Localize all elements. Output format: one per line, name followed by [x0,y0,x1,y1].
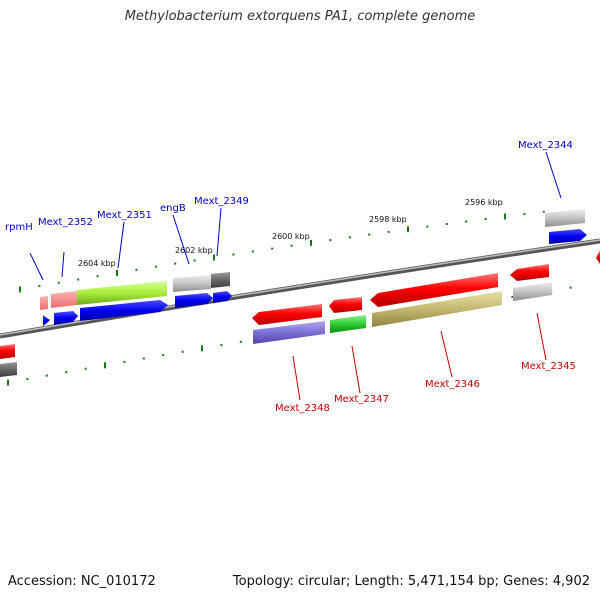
gene-feature[interactable] [51,291,77,308]
gene-label-Mext_2345[interactable]: Mext_2345 [521,361,576,372]
tick-mark [368,233,371,236]
gene-feature[interactable] [330,315,366,333]
gene-feature[interactable] [513,282,552,301]
gene-label-Mext_2347[interactable]: Mext_2347 [334,394,389,405]
gene-feature[interactable] [173,275,211,292]
genome-backbone [0,238,600,339]
map-title: Methylobacterium extorquens PA1, complet… [124,9,476,24]
gene-feature[interactable] [80,300,168,321]
gene-label-engB[interactable]: engB [160,203,186,214]
gene-feature[interactable] [175,293,213,308]
scale-label: 2596 kbp [465,198,503,207]
tick-mark [38,285,41,288]
tick-mark [135,268,138,271]
tick-mark [232,253,235,256]
gene-feature[interactable] [329,297,362,313]
scale-label: 2604 kbp [78,259,116,268]
reverse-callouts [292,312,547,401]
gene-feature[interactable] [43,315,50,326]
tick-mark [445,223,448,225]
tick-mark [465,220,468,223]
gene-feature[interactable] [0,362,17,377]
scale-label: 2602 kbp [175,246,213,255]
scale-label: 2600 kbp [272,232,310,241]
gene-feature[interactable] [40,296,48,310]
gene-label-Mext_2346[interactable]: Mext_2346 [425,379,480,390]
tick-mark [201,345,203,352]
tick-mark [181,350,184,353]
gene-feature[interactable] [213,291,232,303]
tick-mark [19,286,21,293]
gene-label-Mext_2351[interactable]: Mext_2351 [97,210,152,221]
tick-mark [387,230,390,233]
tick-mark [310,239,312,246]
gene-feature[interactable] [77,281,167,305]
tick-mark [542,210,545,213]
tick-mark [504,213,506,220]
gene-feature[interactable] [510,264,549,281]
tick-mark [116,270,118,276]
gene-feature[interactable] [0,344,15,359]
gene-feature[interactable] [253,321,325,344]
tick-mark [65,371,68,374]
tick-mark [290,244,293,247]
tick-mark [162,354,165,357]
tick-mark [193,259,196,262]
tick-mark [511,295,514,298]
genome-summary-text: Topology: circular; Length: 5,471,154 bp… [232,574,590,589]
tick-mark [523,213,526,216]
tick-mark [104,362,106,369]
tick-mark [426,225,429,228]
tick-mark [123,360,126,363]
gene-feature[interactable] [252,304,322,325]
gene-label-rpmH[interactable]: rpmH [5,222,33,233]
tick-mark [348,236,351,239]
reverse-strand [0,264,552,377]
gene-feature[interactable] [596,250,600,264]
tick-mark [96,275,99,278]
tick-mark [213,254,215,261]
gene-label-Mext_2349[interactable]: Mext_2349 [194,196,249,207]
tick-mark [251,250,254,253]
forward-strand [40,209,600,326]
accession-text: Accession: NC_010172 [8,574,156,589]
tick-mark [271,247,274,250]
gene-feature[interactable] [372,291,502,327]
tick-mark [7,379,9,386]
tick-mark [45,374,48,377]
tick-mark [77,278,80,281]
tick-mark [142,357,145,360]
gene-feature[interactable] [54,311,78,325]
gene-label-Mext_2344[interactable]: Mext_2344 [518,140,573,151]
tick-mark [84,367,87,370]
gene-feature[interactable] [211,272,230,288]
tick-mark [220,344,223,347]
tick-mark [57,281,60,284]
tick-mark [407,226,409,233]
scale-label: 2598 kbp [369,215,407,224]
gene-feature[interactable] [549,229,587,244]
tick-mark [174,262,177,265]
tick-mark [26,378,29,381]
gene-feature[interactable] [545,209,585,227]
tick-mark [484,218,487,220]
gene-label-Mext_2348[interactable]: Mext_2348 [275,403,330,414]
gene-label-Mext_2352[interactable]: Mext_2352 [38,217,93,228]
tick-mark [329,239,332,242]
gene-feature[interactable] [370,273,498,307]
tick-mark [239,340,242,343]
tick-mark [154,265,157,268]
forward-callouts [29,151,562,281]
tick-mark [569,286,572,289]
